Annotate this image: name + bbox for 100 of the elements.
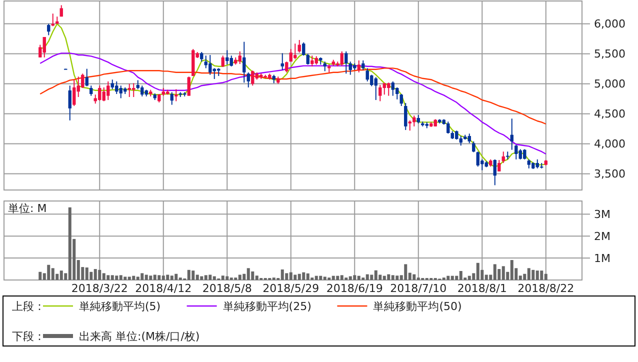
bar bbox=[187, 270, 190, 280]
bar bbox=[540, 270, 544, 280]
bar bbox=[60, 270, 63, 280]
bar bbox=[85, 267, 88, 280]
candlestick bbox=[115, 80, 118, 94]
legend-label: 出来高 単位:(M株/口/枚) bbox=[79, 330, 200, 343]
candlestick bbox=[366, 68, 369, 82]
bar bbox=[306, 273, 310, 280]
candlestick bbox=[408, 120, 412, 132]
candlestick bbox=[348, 61, 352, 76]
candlestick bbox=[98, 85, 102, 102]
candlestick bbox=[128, 83, 131, 98]
bar bbox=[68, 207, 72, 280]
x-tick-label: 2018/4/12 bbox=[135, 282, 192, 295]
candlestick bbox=[280, 52, 284, 70]
candlestick bbox=[498, 160, 501, 172]
bar bbox=[370, 274, 374, 280]
bar bbox=[119, 275, 122, 280]
legend-title: 上段： bbox=[12, 300, 45, 313]
candlestick bbox=[289, 48, 292, 62]
candlestick bbox=[294, 43, 297, 60]
bar bbox=[294, 274, 297, 280]
bar bbox=[106, 275, 110, 280]
candlestick bbox=[85, 68, 88, 87]
candlestick bbox=[174, 88, 178, 102]
legend-label: 単純移動平均(25) bbox=[222, 300, 312, 313]
bar bbox=[298, 274, 301, 280]
x-tick-label: 2018/8/1 bbox=[457, 282, 507, 295]
bar bbox=[90, 272, 93, 280]
candlestick bbox=[518, 148, 522, 160]
candlestick bbox=[468, 133, 471, 144]
candlestick bbox=[323, 61, 326, 72]
bar bbox=[323, 276, 326, 280]
bar bbox=[192, 270, 195, 280]
y-tick-label: 4,500 bbox=[594, 108, 626, 121]
bar bbox=[140, 273, 144, 280]
x-tick-label: 2018/5/29 bbox=[262, 282, 320, 295]
candlestick bbox=[446, 121, 450, 134]
bar bbox=[204, 275, 208, 280]
candlestick bbox=[132, 82, 136, 98]
bar bbox=[332, 276, 335, 280]
bar bbox=[38, 272, 42, 280]
y-tick-label: 4,000 bbox=[594, 138, 626, 151]
bar bbox=[94, 269, 97, 280]
y-tick-label: 5,500 bbox=[594, 48, 626, 61]
candlestick bbox=[523, 148, 526, 160]
legend-label: 単純移動平均(50) bbox=[373, 300, 462, 313]
bar bbox=[353, 275, 356, 280]
candlestick bbox=[251, 70, 254, 86]
candlestick bbox=[298, 40, 301, 54]
bar bbox=[200, 276, 204, 280]
bar bbox=[238, 274, 242, 280]
bar bbox=[149, 276, 152, 280]
candlestick bbox=[387, 82, 390, 96]
candlestick bbox=[230, 55, 233, 67]
bar bbox=[170, 276, 174, 280]
candlestick bbox=[285, 61, 288, 73]
line-series bbox=[40, 52, 546, 155]
bar bbox=[226, 276, 229, 280]
candlestick bbox=[378, 84, 382, 102]
bar bbox=[124, 276, 127, 280]
bar bbox=[340, 275, 344, 280]
candlestick bbox=[493, 158, 496, 186]
bar bbox=[166, 274, 170, 280]
candlestick bbox=[242, 41, 246, 84]
candlestick bbox=[140, 85, 144, 97]
y-axis-title: 単位: M bbox=[8, 202, 47, 215]
bar bbox=[302, 272, 306, 280]
candlestick bbox=[302, 42, 306, 56]
bar bbox=[144, 274, 148, 280]
candlestick bbox=[404, 102, 408, 130]
candlestick bbox=[90, 85, 93, 96]
bar bbox=[102, 273, 106, 280]
bar bbox=[196, 274, 199, 280]
bar bbox=[110, 275, 114, 280]
bar bbox=[532, 270, 535, 280]
bar bbox=[404, 264, 408, 280]
candlestick bbox=[514, 144, 518, 160]
bar bbox=[446, 276, 450, 280]
candlestick bbox=[47, 23, 50, 36]
bar bbox=[527, 268, 530, 280]
candlestick bbox=[106, 80, 110, 100]
candlestick bbox=[200, 52, 204, 62]
candlestick bbox=[68, 85, 72, 121]
bar bbox=[387, 274, 390, 280]
candlestick bbox=[238, 50, 242, 64]
bar bbox=[285, 273, 288, 280]
y-tick-label: 2M bbox=[594, 230, 610, 243]
x-tick-label: 2018/5/8 bbox=[202, 282, 252, 295]
candlestick bbox=[396, 86, 399, 100]
bar bbox=[128, 276, 131, 280]
candlestick bbox=[221, 55, 224, 68]
candlestick bbox=[472, 140, 476, 153]
candlestick bbox=[340, 50, 344, 66]
bar bbox=[412, 274, 416, 280]
candlestick bbox=[187, 76, 190, 96]
bar bbox=[212, 276, 216, 280]
bar bbox=[493, 264, 496, 280]
bar bbox=[255, 276, 258, 280]
bar bbox=[208, 274, 212, 280]
